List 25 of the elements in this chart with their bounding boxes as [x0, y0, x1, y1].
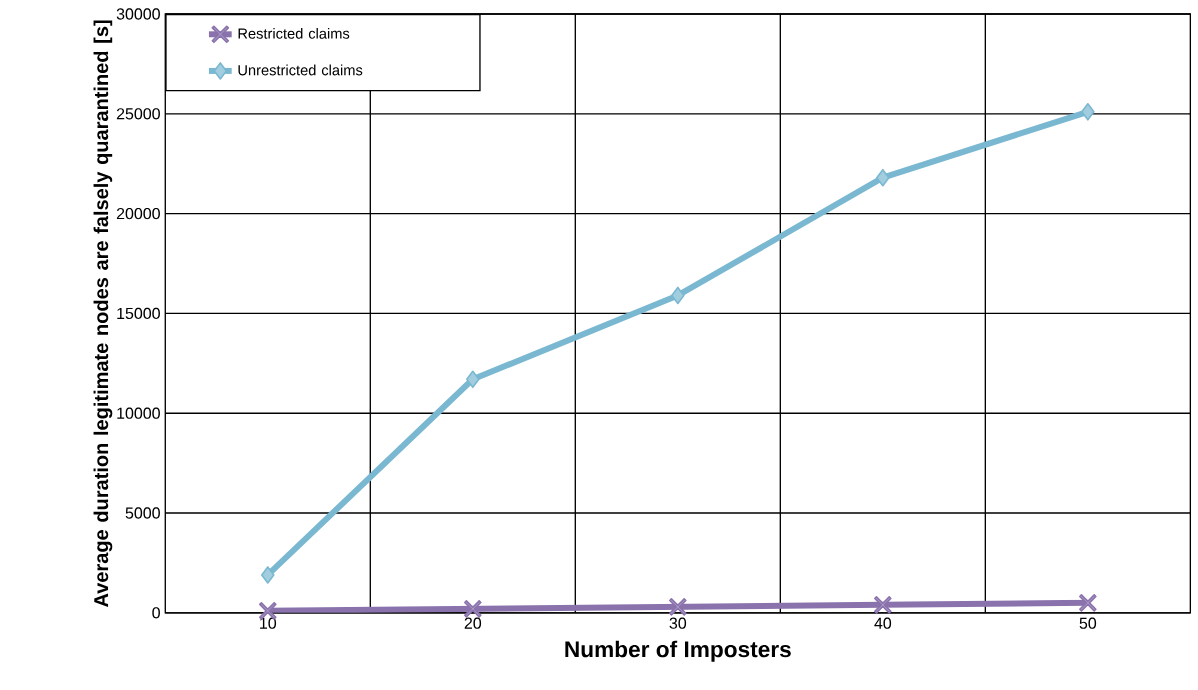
x-tick-label: 50 [1079, 617, 1097, 629]
x-tick-label: 20 [464, 617, 482, 629]
x-tick-label: 30 [669, 617, 687, 629]
y-tick-label: 10000 [117, 407, 160, 419]
y-tick-label: 20000 [116, 208, 160, 220]
point [1079, 594, 1097, 612]
y-tick-label: 25000 [116, 108, 160, 120]
legend-label: Unrestricted claims [238, 64, 363, 76]
point [876, 168, 890, 187]
point [261, 566, 275, 584]
y-tick-label: 5000 [125, 507, 160, 519]
legend-label: Restricted claims [238, 28, 350, 39]
point [464, 600, 482, 618]
y-tick-label: 15000 [117, 307, 160, 320]
x-tick-label: 10 [260, 617, 277, 629]
y-axis-title: Average duration legitimate nodes are falsely quarantined [s] [93, 20, 113, 608]
point [1081, 103, 1095, 121]
point [671, 286, 685, 305]
y-tick-label: 0 [152, 607, 160, 619]
x-axis-title: Number of Imposters [565, 640, 791, 662]
point [874, 596, 892, 614]
point [669, 598, 687, 616]
y-tick-label: 30000 [116, 8, 160, 20]
point [466, 370, 480, 389]
x-tick-label: 40 [874, 617, 892, 629]
